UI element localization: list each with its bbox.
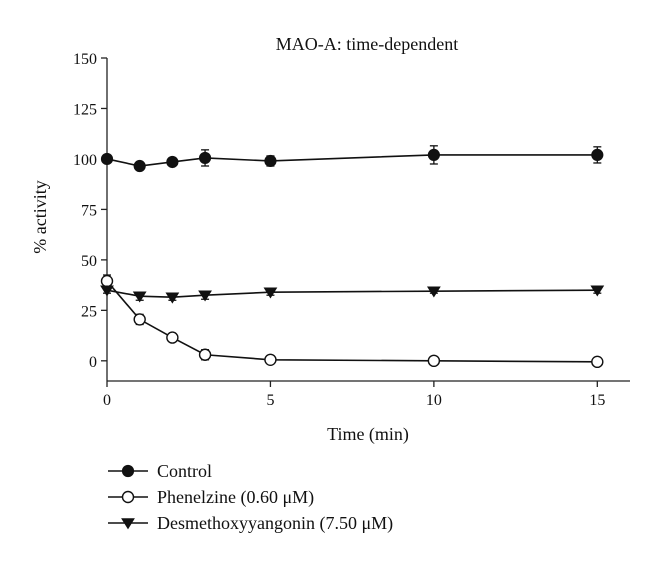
- data-point: [133, 159, 146, 173]
- data-point: [591, 355, 604, 369]
- y-tick-label: 0: [89, 354, 97, 371]
- data-point: [198, 290, 212, 302]
- data-point: [591, 148, 604, 161]
- data-point: [198, 348, 212, 361]
- legend-label: Control: [157, 461, 212, 481]
- data-point: [427, 148, 440, 161]
- series-0: [100, 145, 604, 173]
- data-point: [165, 292, 180, 304]
- series-1: [100, 274, 604, 369]
- y-tick-label: 25: [81, 303, 97, 320]
- legend-item-0: Control: [108, 461, 212, 481]
- legend-marker: [121, 490, 135, 504]
- data-point: [166, 331, 179, 344]
- plot-frame: [106, 58, 630, 382]
- data-point: [590, 285, 605, 297]
- legend: Control Phenelzine (0.60 μM) Desmethoxyyan…: [108, 461, 393, 534]
- series-line: [106, 154, 598, 167]
- data-point: [198, 151, 212, 165]
- x-tick-label: 5: [266, 392, 274, 409]
- data-point: [133, 313, 146, 326]
- legend-label: Desmethoxyyangonin (7.50 μM): [157, 513, 393, 534]
- data-point: [166, 155, 179, 169]
- x-tick-label: 10: [426, 392, 442, 409]
- data-point: [100, 285, 114, 297]
- data-point: [263, 287, 278, 299]
- series-line: [106, 289, 598, 299]
- data-point: [427, 354, 441, 368]
- legend-item-1: Phenelzine (0.60 μM): [108, 487, 314, 508]
- y-axis-label: % activity: [30, 180, 50, 253]
- y-ticks: 0 25 50 75 100 125 150: [73, 51, 107, 371]
- data-point: [100, 152, 114, 166]
- y-tick-label: 75: [81, 202, 97, 219]
- legend-marker: [121, 518, 135, 530]
- y-tick-label: 125: [73, 101, 97, 118]
- data-point: [426, 286, 441, 298]
- series-line: [106, 280, 598, 363]
- x-tick-label: 0: [103, 392, 111, 409]
- data-point: [264, 154, 277, 168]
- data-point: [132, 291, 147, 303]
- series-2: [100, 285, 605, 304]
- x-tick-label: 15: [589, 392, 605, 409]
- x-ticks: 0 5 10 15: [103, 381, 605, 409]
- legend-marker: [121, 464, 135, 478]
- data-point: [264, 353, 277, 367]
- data-point: [100, 274, 114, 288]
- x-axis-label: Time (min): [327, 424, 409, 445]
- legend-label: Phenelzine (0.60 μM): [157, 487, 314, 508]
- y-tick-label: 100: [73, 152, 97, 169]
- chart-title: MAO-A: time-dependent: [276, 34, 458, 54]
- legend-item-2: Desmethoxyyangonin (7.50 μM): [108, 513, 393, 534]
- y-tick-label: 150: [73, 51, 97, 68]
- series-layer: [100, 145, 605, 369]
- y-tick-label: 50: [81, 253, 97, 270]
